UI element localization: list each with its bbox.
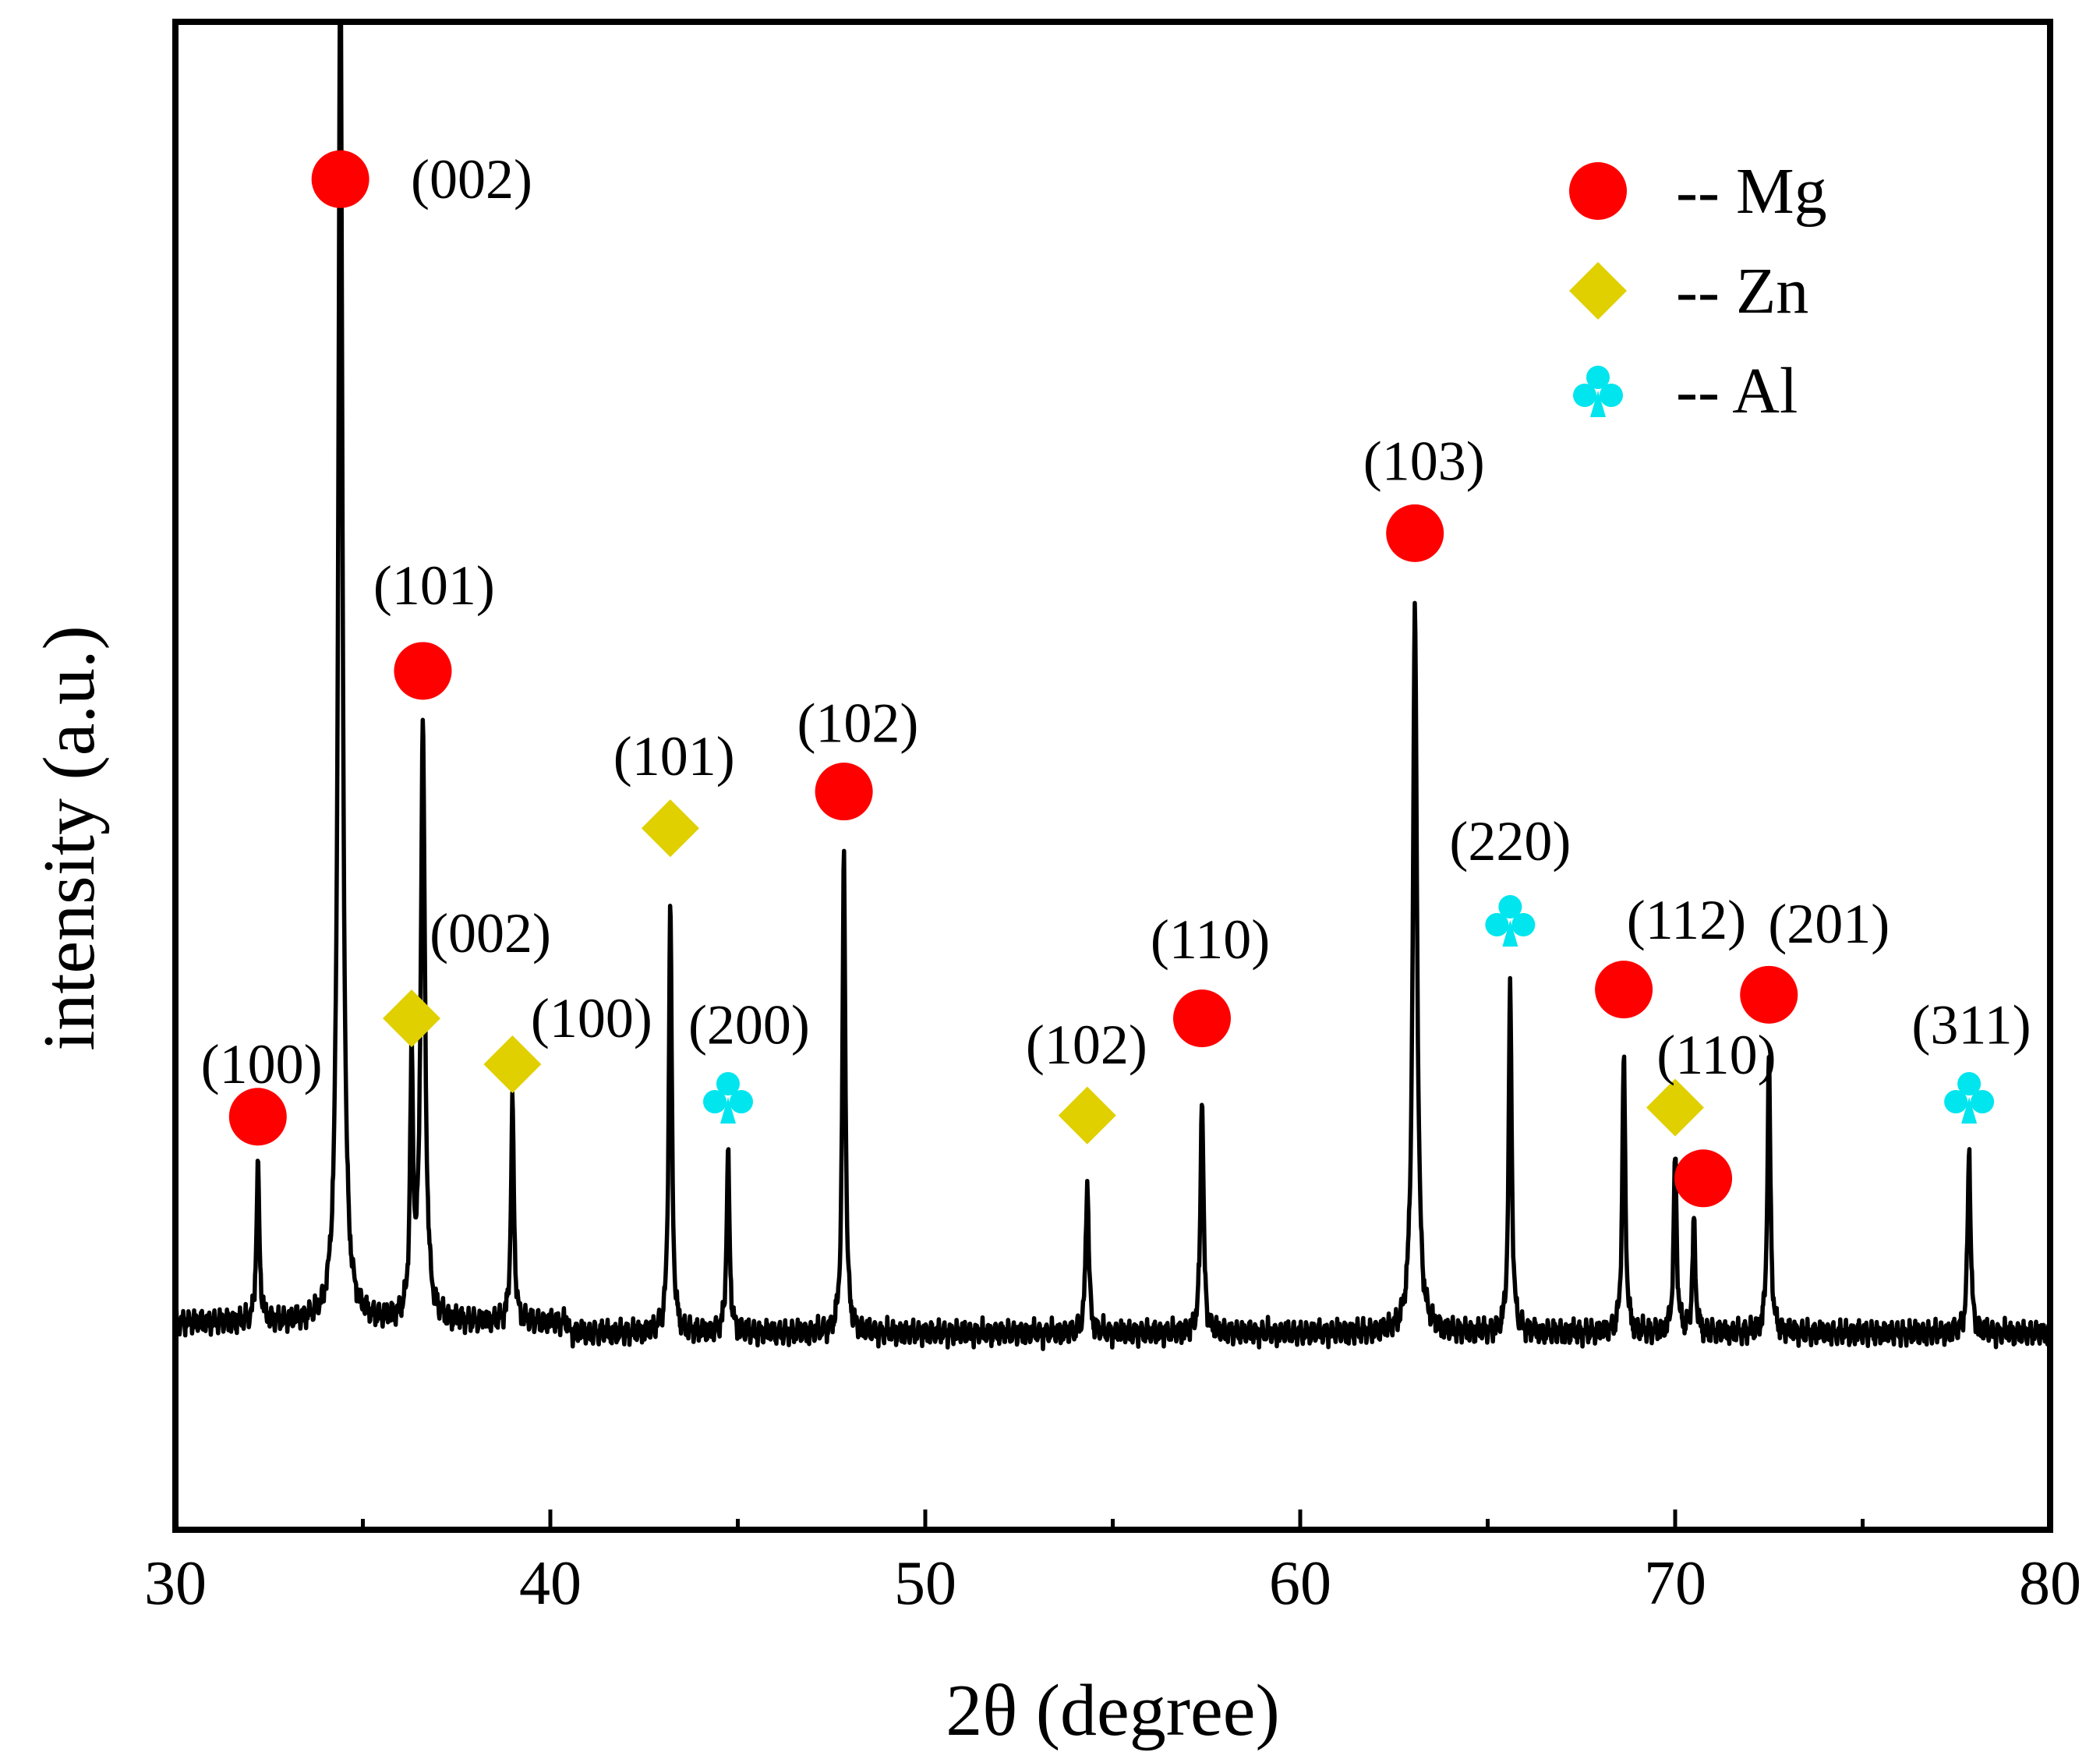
peak-annotations: (100) (002) (101) (002) (100) (101) (200) (102)…: [201, 148, 2031, 1208]
mg-circle-marker: [1595, 961, 1653, 1019]
peak-annotation: (200): [688, 994, 810, 1124]
legend-item-al: -- Al: [1573, 355, 1798, 427]
zn-diamond-marker: [1058, 1086, 1116, 1145]
legend-label: -- Zn: [1676, 255, 1808, 327]
peak-label: (103): [1363, 430, 1485, 492]
peak-label: (101): [373, 554, 495, 617]
zn-diamond-marker: [1569, 262, 1627, 320]
al-club-marker: [1485, 894, 1536, 947]
mg-circle-marker: [394, 642, 452, 700]
peak-annotation: (110): [1646, 1024, 1777, 1137]
peak-annotation: (110): [1151, 908, 1270, 1048]
x-tick-label: 80: [2019, 1549, 2081, 1618]
peak-label: (110): [1151, 908, 1270, 971]
x-tick-label: 30: [144, 1549, 207, 1618]
peak-label: (201): [1768, 893, 1890, 955]
mg-circle-marker: [1674, 1149, 1733, 1208]
peak-label: (100): [531, 987, 652, 1049]
peak-annotation: (100): [483, 987, 652, 1093]
peak-annotation: (201): [1740, 893, 1890, 1024]
peak-label: (101): [613, 725, 735, 787]
peak-label: (102): [797, 692, 918, 755]
mg-circle-marker: [1740, 965, 1798, 1024]
peak-annotation: (102): [1026, 1014, 1147, 1145]
y-axis-label: intensity (a.u.): [29, 625, 110, 1051]
x-axis-label: 2θ (degree): [946, 1670, 1280, 1751]
mg-circle-marker: [815, 763, 873, 821]
mg-circle-marker: [1386, 504, 1444, 562]
peak-label: (102): [1026, 1014, 1147, 1076]
peak-annotation: (103): [1363, 430, 1485, 562]
zn-diamond-marker: [1646, 1078, 1704, 1137]
peak-annotation: (101): [373, 554, 495, 700]
peak-label: (200): [688, 994, 810, 1056]
legend: -- Mg -- Zn -- Al: [1569, 155, 1827, 427]
mg-circle-marker: [228, 1088, 287, 1146]
mg-circle-marker: [1569, 162, 1627, 220]
peak-label: (311): [1911, 994, 2031, 1056]
peak-annotation: (101): [613, 725, 735, 858]
peak-annotation: (002): [311, 148, 532, 211]
x-tick-label: 60: [1269, 1549, 1331, 1618]
al-club-marker: [702, 1072, 753, 1124]
xrd-trace-line: [175, 22, 2050, 1351]
peak-annotation: [1674, 1149, 1733, 1208]
mg-circle-marker: [1172, 989, 1231, 1048]
peak-annotation: (311): [1911, 994, 2031, 1124]
peak-annotation: (100): [201, 1033, 323, 1146]
peak-label: (002): [430, 902, 551, 964]
peak-annotation: (220): [1449, 810, 1571, 947]
x-axis-ticks: 30 40 50 60 70 80: [144, 1509, 2081, 1618]
zn-diamond-marker: [483, 1035, 542, 1093]
legend-label: -- Al: [1676, 355, 1798, 427]
peak-label: (110): [1656, 1024, 1776, 1086]
mg-circle-marker: [311, 150, 369, 208]
zn-diamond-marker: [383, 989, 441, 1048]
x-tick-label: 50: [894, 1549, 956, 1618]
peak-label: (100): [201, 1033, 323, 1095]
legend-label: -- Mg: [1676, 155, 1827, 228]
legend-item-mg: -- Mg: [1569, 155, 1827, 228]
x-tick-label: 40: [519, 1549, 582, 1618]
peak-label: (002): [411, 148, 532, 211]
zn-diamond-marker: [641, 799, 699, 858]
x-tick-label: 70: [1644, 1549, 1706, 1618]
peak-annotation: (002): [383, 902, 551, 1048]
peak-annotation: (112): [1595, 889, 1746, 1019]
legend-item-zn: -- Zn: [1569, 255, 1808, 327]
peak-label: (220): [1449, 810, 1571, 872]
al-club-marker: [1944, 1072, 1995, 1124]
peak-label: (112): [1627, 889, 1746, 951]
al-club-marker: [1573, 366, 1623, 417]
peak-annotation: (102): [797, 692, 918, 821]
